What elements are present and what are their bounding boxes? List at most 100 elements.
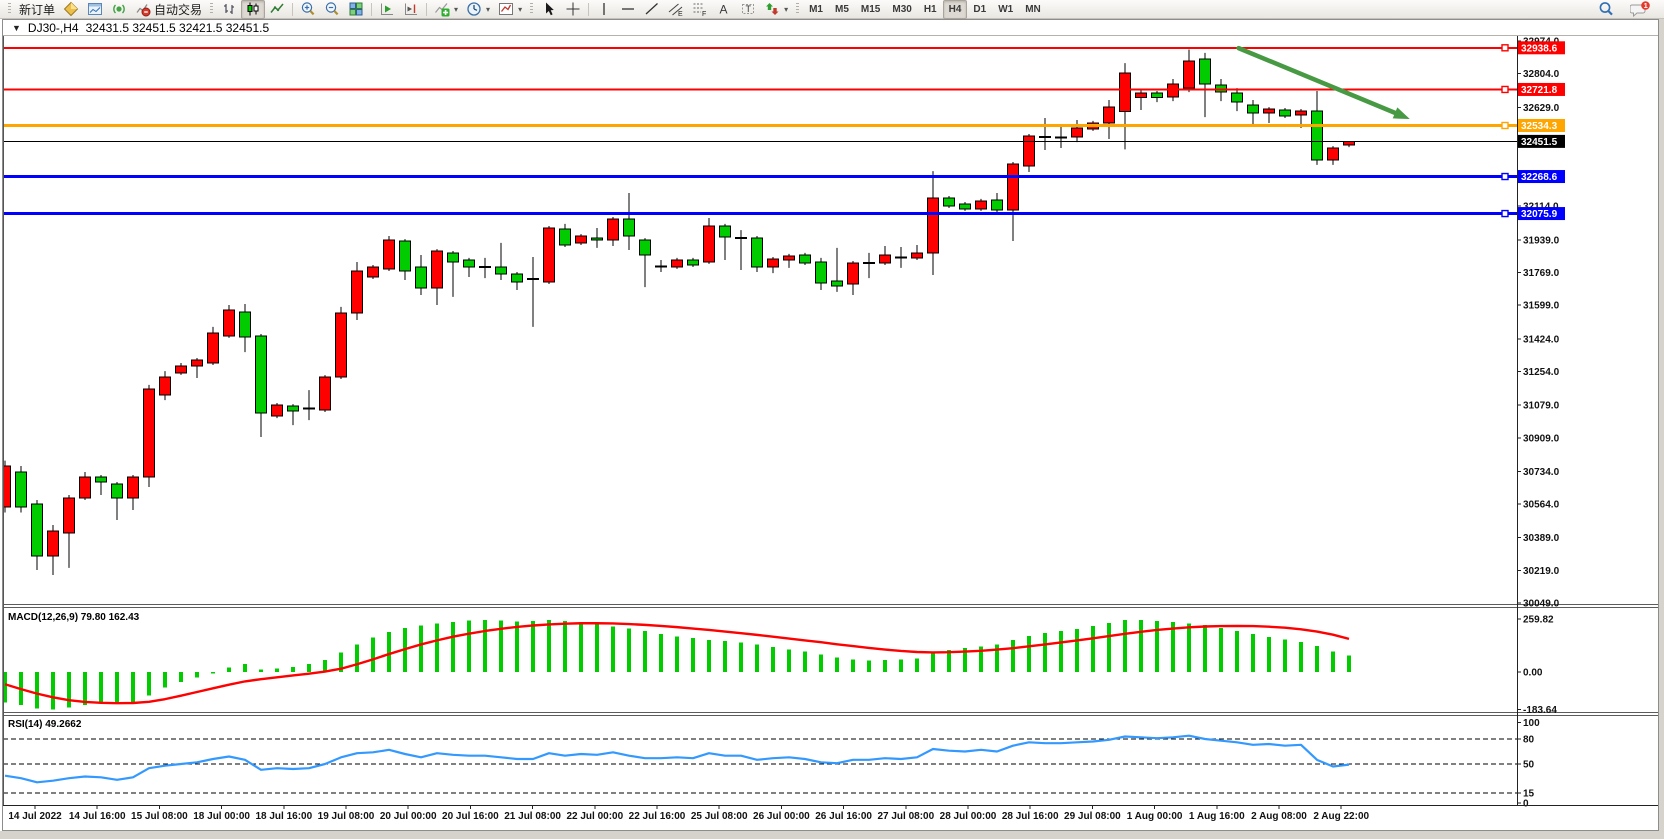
zoom-in-button[interactable] (296, 0, 320, 19)
line-handle[interactable] (1501, 172, 1509, 181)
candle-body (191, 359, 203, 367)
macd-histogram-bar (339, 652, 343, 672)
arrow-head[interactable] (1392, 107, 1410, 120)
candle-body (271, 404, 283, 417)
tile-windows-button[interactable] (344, 0, 368, 19)
bar-chart-button[interactable] (217, 0, 241, 19)
channel-letter: E (678, 11, 683, 17)
time-tick-label: 1 Aug 00:00 (1127, 811, 1183, 822)
candle-body (63, 497, 75, 534)
timeframe-h4-button[interactable]: H4 (942, 0, 968, 19)
chart-shift-button[interactable] (399, 0, 423, 19)
candle (95, 475, 107, 496)
macd-histogram-bar (739, 642, 743, 672)
candle (447, 251, 459, 297)
arrow-shaft[interactable] (1236, 45, 1398, 116)
templates-button[interactable]: ▾ (494, 0, 526, 19)
candle-body (1311, 110, 1323, 161)
signals-button[interactable] (107, 0, 131, 19)
macd-histogram-bar (915, 658, 919, 672)
candle-body (1103, 106, 1115, 124)
line-chart-button[interactable] (265, 0, 289, 19)
timeframe-mn-button[interactable]: MN (1019, 0, 1047, 19)
line-handle[interactable] (1501, 85, 1509, 94)
horizontal-line-button[interactable] (616, 0, 640, 19)
cursor-button[interactable] (537, 0, 561, 19)
line-handle[interactable] (1501, 44, 1509, 52)
trendline-button[interactable] (640, 0, 664, 19)
candle (543, 226, 555, 285)
timeframe-label: M1 (809, 3, 823, 15)
toolbar-grip[interactable] (530, 3, 534, 15)
market-watch-button[interactable] (59, 0, 83, 19)
macd-histogram-bar (627, 628, 631, 672)
macd-histogram-bar (691, 638, 695, 672)
periods-button[interactable]: ▾ (462, 0, 494, 19)
timeframe-m30-button[interactable]: M30 (886, 0, 917, 19)
macd-histogram-bar (1315, 645, 1319, 672)
price-badge-bg (1518, 170, 1565, 184)
candle-body (1279, 109, 1291, 117)
price-badge-bg (1518, 118, 1565, 132)
auto-scroll-button[interactable] (375, 0, 399, 19)
candle (815, 257, 827, 291)
timeframe-label: H4 (948, 3, 962, 15)
price-badge-label: 32534.3 (1521, 121, 1558, 132)
new-order-button[interactable]: 新订单 (15, 0, 59, 19)
time-tick-label: 20 Jul 00:00 (380, 811, 437, 822)
line-handle[interactable] (1501, 209, 1509, 218)
chart-dropdown-icon[interactable]: ▼ (12, 22, 21, 33)
indicators-button[interactable]: ▾ (430, 0, 462, 19)
macd-histogram-bar (675, 636, 679, 672)
arrows-button[interactable]: ▾ (760, 0, 792, 19)
time-tick-label: 18 Jul 00:00 (193, 811, 250, 822)
macd-histogram-bar (1107, 623, 1111, 672)
timeframe-m15-button[interactable]: M15 (855, 0, 886, 19)
auto-trading-button[interactable]: 自动交易 (131, 0, 206, 19)
timeframe-m1-button[interactable]: M1 (803, 0, 829, 19)
text-button[interactable]: A (712, 0, 736, 19)
zoom-out-button[interactable] (320, 0, 344, 19)
rsi-scale-label: 100 (1523, 718, 1540, 729)
rsi-scale-label: 50 (1523, 760, 1535, 771)
search-button[interactable] (1594, 0, 1618, 19)
timeframe-w1-button[interactable]: W1 (992, 0, 1019, 19)
toolbar-grip[interactable] (210, 3, 214, 15)
crosshair-button[interactable] (561, 0, 585, 19)
macd-histogram-bar (867, 660, 871, 672)
timeframe-m5-button[interactable]: M5 (829, 0, 855, 19)
price-badge-label: 32451.5 (1521, 137, 1558, 148)
toolbar-grip[interactable] (796, 3, 800, 15)
channel-button[interactable]: E (664, 0, 688, 19)
navigator-button[interactable] (83, 0, 107, 19)
price-badge: 32721.8 (1518, 82, 1565, 96)
chart-title-band[interactable]: ▼ DJ30-,H4 32431.5 32451.5 32421.5 32451… (3, 20, 1658, 36)
timeframe-h1-button[interactable]: H1 (918, 0, 943, 19)
candle-body (591, 237, 603, 241)
candle (351, 261, 363, 320)
candle-body (159, 376, 171, 396)
candlestick-chart-button[interactable] (241, 0, 266, 19)
candle (751, 236, 763, 272)
vertical-line-button[interactable] (592, 0, 616, 19)
equidistant-channel-icon: E (668, 3, 683, 17)
timeframe-d1-button[interactable]: D1 (967, 0, 992, 19)
macd-histogram-bar (147, 672, 151, 696)
price-tick-label: 30734.0 (1523, 467, 1560, 478)
toolbar-grip[interactable] (8, 3, 11, 15)
chat-button[interactable]: 1 (1626, 0, 1654, 19)
text-label-button[interactable]: T (736, 0, 760, 19)
macd-histogram-bar (595, 624, 599, 672)
candle (143, 384, 155, 487)
fibonacci-button[interactable]: F (688, 0, 712, 19)
candle-body (143, 388, 155, 478)
chart-background (0, 19, 1664, 839)
trend-arrow (1236, 45, 1410, 120)
line-handle[interactable] (1501, 121, 1509, 130)
template-icon (499, 3, 514, 15)
macd-histogram-bar (1091, 625, 1095, 672)
macd-histogram-bar (851, 659, 855, 672)
candle-body (367, 266, 379, 278)
